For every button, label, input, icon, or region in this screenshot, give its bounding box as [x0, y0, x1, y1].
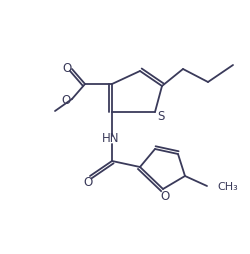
Text: S: S	[157, 109, 164, 122]
Text: HN: HN	[102, 131, 119, 144]
Text: O: O	[160, 190, 169, 203]
Text: O: O	[62, 61, 71, 74]
Text: CH₃: CH₃	[216, 181, 237, 191]
Text: O: O	[61, 93, 70, 106]
Text: O: O	[83, 176, 92, 189]
